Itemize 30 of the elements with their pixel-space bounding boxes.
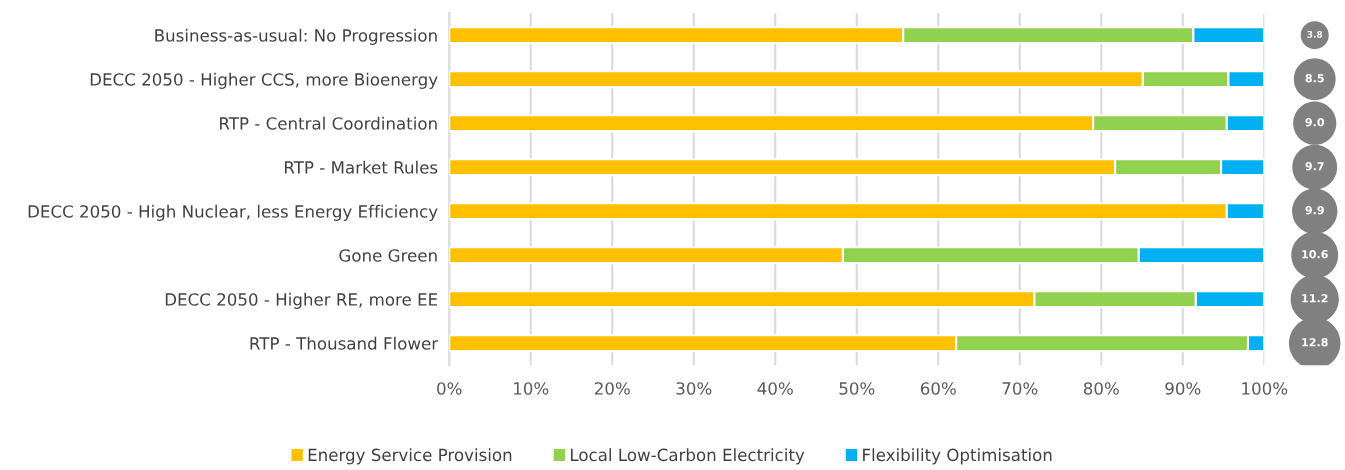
data-label: 12.8 [1302, 338, 1328, 347]
x-tick-label: 30% [676, 382, 712, 395]
data-label: 10.6 [1302, 250, 1328, 259]
x-tick-label: 50% [839, 382, 875, 395]
y-tick-label: RTP - Market Rules [285, 160, 438, 174]
x-tick-label: 70% [1002, 382, 1038, 395]
data-label: 3.8 [1307, 30, 1323, 38]
x-tick-label: 80% [1083, 382, 1119, 395]
y-tick-label: Business-as-usual: No Progression [155, 28, 437, 45]
y-tick-label: RTP - Central Coordination [220, 116, 437, 130]
x-tick-label: 60% [920, 382, 956, 395]
y-tick-label: DECC 2050 - High Nuclear, less Energy Efficiency [28, 204, 438, 221]
y-tick-label: DECC 2050 - Higher RE, more EE [165, 292, 438, 309]
legend-label: Flexibility Optimisation [863, 448, 1052, 465]
data-label: 8.5 [1305, 73, 1324, 83]
y-tick-label: RTP - Thousand Flower [250, 336, 439, 350]
data-label: 9.9 [1305, 206, 1324, 215]
x-tick-label: 10% [514, 382, 549, 395]
y-tick-label: DECC 2050 - Higher CCS, more Bioenergy [90, 72, 438, 89]
data-label: 9.7 [1305, 162, 1324, 171]
x-tick-label: 40% [757, 382, 793, 395]
x-tick-label: 100% [1242, 382, 1288, 395]
x-tick-label: 90% [1165, 382, 1201, 395]
legend-label: Local Low-Carbon Electricity [570, 448, 805, 465]
y-tick-label: Gone Green [339, 249, 437, 262]
x-tick-label: 20% [594, 382, 630, 395]
data-label: 9.0 [1305, 117, 1325, 127]
legend-label: Energy Service Provision [308, 448, 512, 465]
data-label: 11.2 [1302, 294, 1328, 303]
x-tick-label: 0% [437, 382, 462, 395]
